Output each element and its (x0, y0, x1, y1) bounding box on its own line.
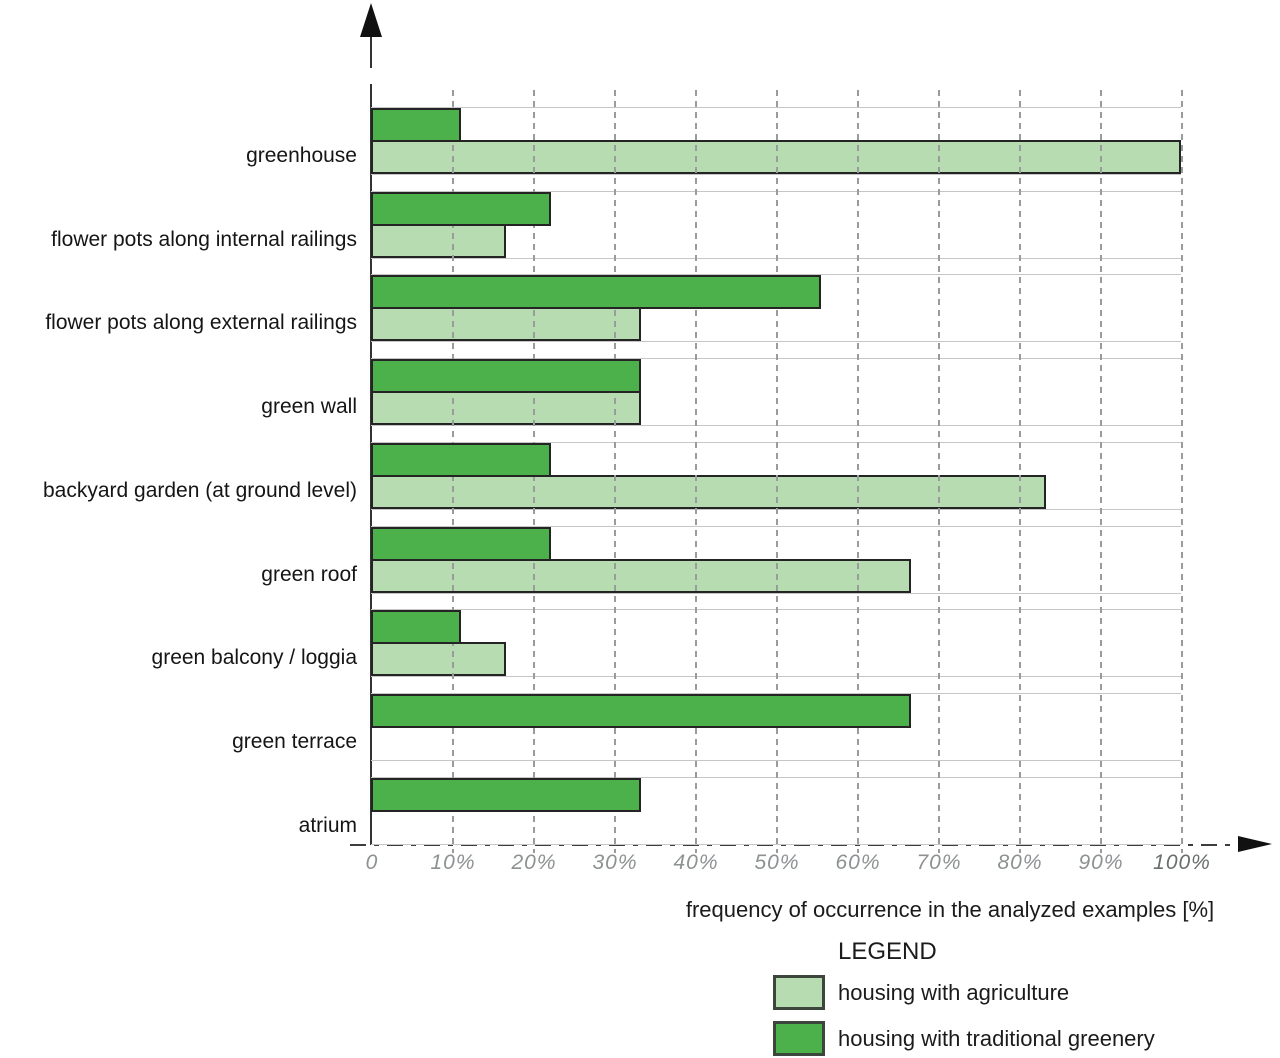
bar-group-backyard-garden-at-ground-level- (371, 441, 1181, 510)
gridline-90pct (1100, 90, 1102, 853)
gridline-100pct (1181, 90, 1183, 853)
bar-agriculture (371, 391, 641, 426)
bar-agriculture (371, 307, 641, 342)
x-tick-label: 20% (511, 851, 557, 874)
bar-traditional-greenery (371, 108, 461, 142)
x-tick-label: 10% (430, 851, 476, 874)
bar-agriculture (371, 642, 507, 677)
bar-group-green-terrace (371, 692, 1181, 761)
category-label: flower pots along internal railings (51, 227, 357, 251)
bar-agriculture (371, 474, 1046, 509)
bar-traditional-greenery (371, 526, 551, 561)
category-label: green balcony / loggia (151, 646, 357, 670)
gridline-60pct (857, 90, 859, 853)
legend-swatch-agriculture (773, 975, 825, 1010)
bar-traditional-greenery (371, 610, 461, 645)
x-tick-label: 50% (754, 851, 800, 874)
bar-group-green-wall (371, 358, 1181, 427)
legend-label-agriculture: housing with agriculture (838, 980, 1070, 1005)
x-tick-label: 90% (1078, 851, 1124, 874)
bar-traditional-greenery (371, 191, 551, 226)
x-tick-label: 80% (997, 851, 1043, 874)
x-tick-label: 70% (916, 851, 962, 874)
category-label: green wall (261, 395, 357, 419)
y-axis-line (370, 37, 372, 68)
x-axis-arrow-icon (1238, 836, 1272, 852)
category-label: green terrace (232, 729, 357, 753)
x-tick-label: 100% (1153, 851, 1211, 874)
bar-traditional-greenery (371, 693, 912, 728)
bar-traditional-greenery (371, 777, 641, 812)
x-axis-line (350, 844, 1238, 846)
category-label: green roof (261, 562, 357, 586)
gridline-70pct (938, 90, 940, 853)
x-tick-label: 60% (835, 851, 881, 874)
bar-traditional-greenery (371, 275, 822, 310)
gridline-30pct (614, 90, 616, 853)
x-axis-title: frequency of occurrence in the analyzed … (685, 897, 1215, 922)
category-label: backyard garden (at ground level) (42, 478, 357, 502)
y-axis-arrow-icon (360, 3, 382, 37)
gridline-40pct (695, 90, 697, 853)
bar-traditional-greenery (371, 442, 551, 477)
gridline-50pct (776, 90, 778, 853)
legend-swatch-traditional-greenery (773, 1021, 825, 1056)
bar-group-flower-pots-along-internal-railings (371, 190, 1181, 259)
x-tick-label: 40% (673, 851, 719, 874)
bar-group-flower-pots-along-external-railings (371, 274, 1181, 343)
category-label: atrium (298, 813, 357, 837)
category-label: greenhouse (246, 144, 357, 167)
gridline-80pct (1019, 90, 1021, 853)
category-label: flower pots along external railings (45, 311, 357, 335)
legend-label-traditional-greenery: housing with traditional greenery (838, 1026, 1155, 1051)
bar-agriculture (371, 558, 912, 593)
x-tick-label: 30% (592, 851, 638, 874)
bar-traditional-greenery (371, 359, 641, 394)
legend-title: LEGEND (838, 938, 937, 965)
x-tick-label: 0 (365, 851, 379, 874)
bar-agriculture (371, 223, 507, 258)
